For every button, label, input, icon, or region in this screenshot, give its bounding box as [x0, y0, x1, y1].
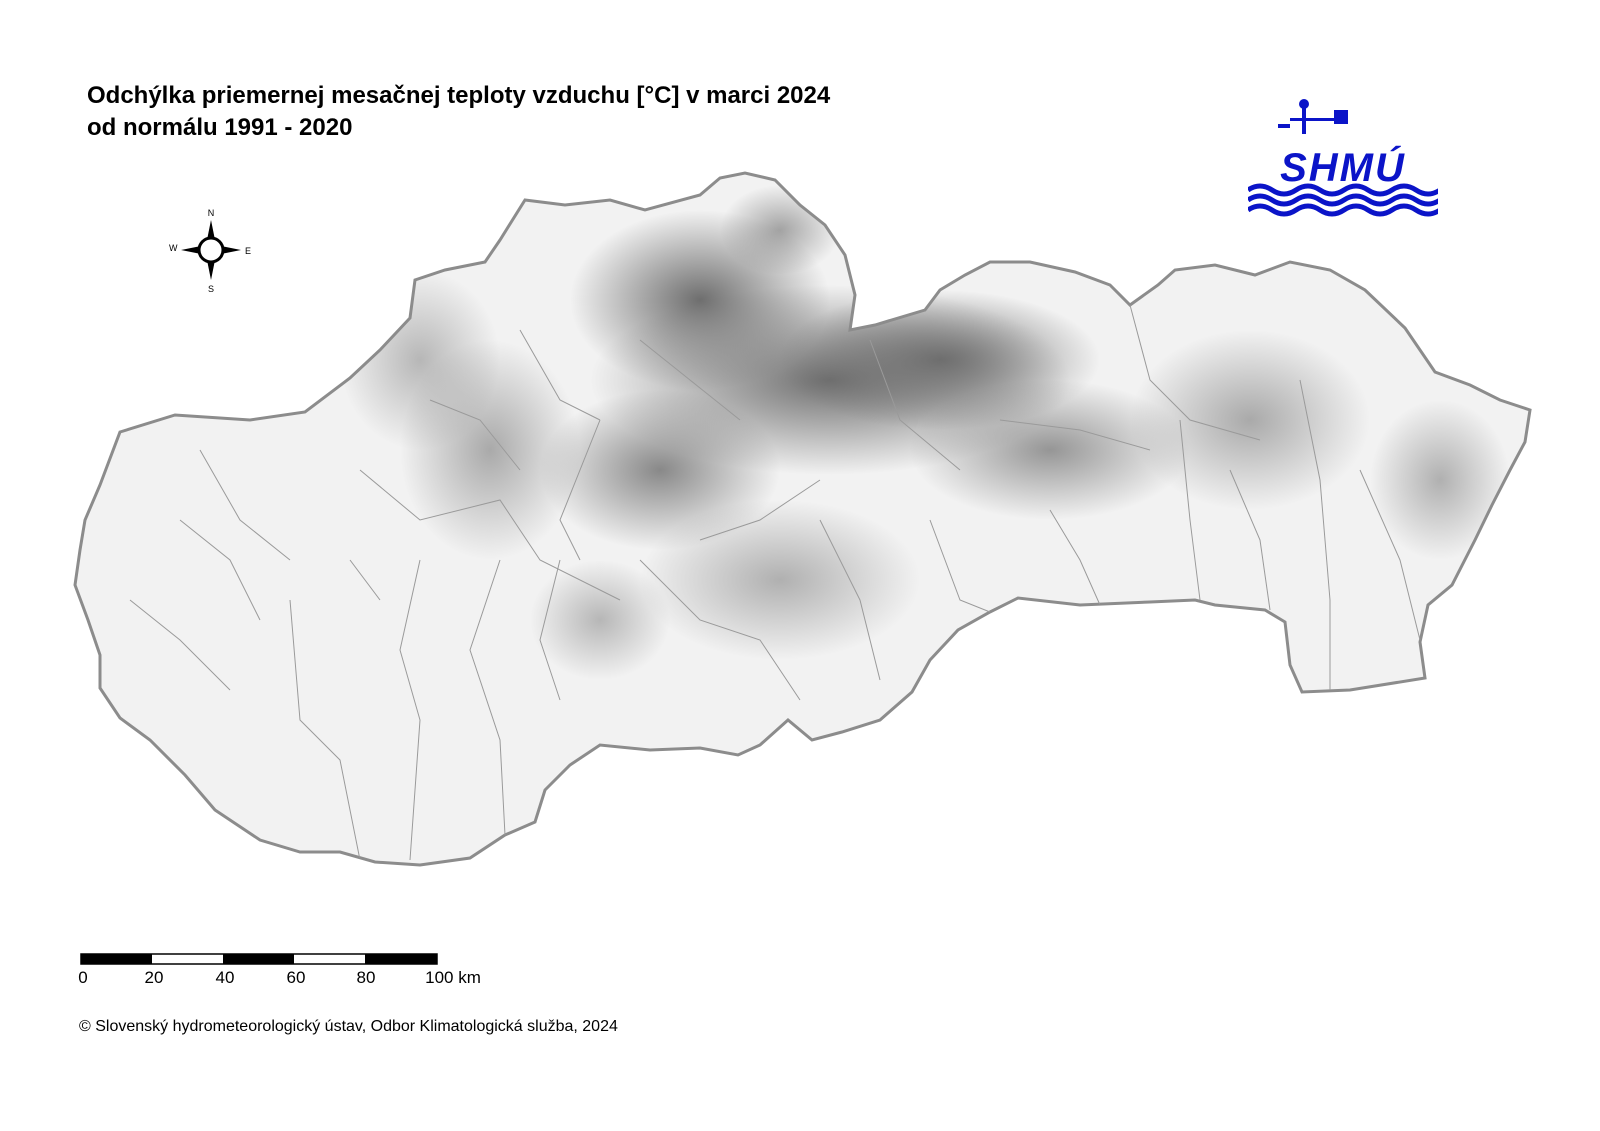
shmu-logo: SHMÚ — [1246, 98, 1442, 218]
country-relief — [73, 171, 1532, 867]
compass-rose: N S E W — [169, 208, 251, 294]
compass-west-label: W — [169, 243, 178, 253]
compass-south-label: S — [208, 284, 214, 294]
scale-bar — [80, 953, 438, 965]
copyright-text: © Slovenský hydrometeorologický ústav, O… — [79, 1018, 618, 1035]
weather-station-icon — [1246, 99, 1442, 217]
map-title-line2: od normálu 1991 - 2020 — [87, 114, 353, 141]
scale-label-20: 20 — [144, 968, 164, 987]
scale-label-100: 100 km — [425, 968, 481, 987]
map-title-line1: Odchýlka priemernej mesačnej teploty vzd… — [87, 82, 831, 109]
scale-label-80: 80 — [356, 968, 376, 987]
compass-east-label: E — [245, 246, 251, 256]
shmu-logo-text: SHMÚ — [1280, 146, 1406, 190]
scale-label-0: 0 — [78, 968, 88, 987]
scale-label-40: 40 — [215, 968, 235, 987]
scale-label-60: 60 — [286, 968, 306, 987]
map-title: Odchýlka priemernej mesačnej teploty vzd… — [87, 80, 830, 144]
compass-north-label: N — [208, 208, 215, 218]
district-boundaries — [129, 304, 1421, 861]
mountain-relief — [340, 185, 1510, 680]
